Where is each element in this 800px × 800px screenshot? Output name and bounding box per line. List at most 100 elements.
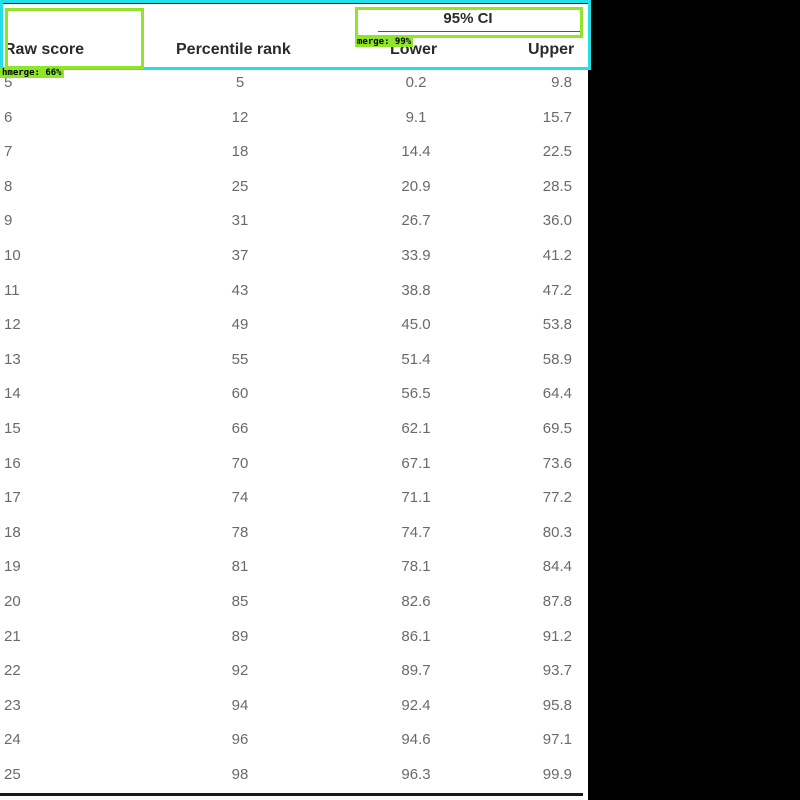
cell-lower: 0.2 — [405, 74, 427, 91]
table-row: 17 74 71.1 77.2 — [0, 488, 588, 523]
cell-percentile-rank: 94 — [231, 696, 249, 714]
cell-upper: 91.2 — [542, 627, 572, 645]
annotation-tag-ci-group: merge: 99% — [355, 37, 414, 47]
cell-upper: 47.2 — [542, 281, 572, 299]
cell-raw-score: 23 — [4, 696, 21, 714]
cell-upper: 95.8 — [542, 696, 572, 714]
table-bottom-rule — [0, 793, 583, 796]
cell-upper: 64.4 — [542, 385, 572, 403]
cell-raw-score: 17 — [4, 489, 21, 507]
cell-percentile-rank: 81 — [231, 558, 249, 576]
cell-lower: 14.4 — [401, 143, 431, 161]
table-row: 14 60 56.5 64.4 — [0, 384, 588, 419]
cell-upper: 15.7 — [542, 108, 572, 126]
ci-group-header: 95% CI — [443, 10, 493, 27]
table-row: 19 81 78.1 84.4 — [0, 557, 588, 592]
cell-raw-score: 11 — [4, 281, 20, 299]
cell-lower: 45.0 — [401, 316, 431, 334]
annotation-box-header — [0, 0, 591, 70]
cell-percentile-rank: 89 — [231, 627, 249, 645]
cell-percentile-rank: 25 — [231, 177, 249, 195]
cell-raw-score: 10 — [4, 246, 21, 264]
cell-percentile-rank: 5 — [235, 74, 245, 91]
cell-percentile-rank: 74 — [231, 489, 249, 507]
cell-raw-score: 6 — [4, 108, 13, 126]
cell-upper: 41.2 — [542, 246, 572, 264]
cell-upper: 99.9 — [542, 765, 572, 783]
cell-raw-score: 16 — [4, 454, 21, 472]
cell-upper: 77.2 — [542, 489, 572, 507]
table-row: 18 78 74.7 80.3 — [0, 523, 588, 558]
cell-lower: 56.5 — [401, 385, 431, 403]
cell-upper: 87.8 — [542, 592, 572, 610]
cell-lower: 26.7 — [401, 212, 431, 230]
cell-raw-score: 25 — [4, 765, 21, 783]
cell-upper: 58.9 — [542, 350, 572, 368]
cell-raw-score: 22 — [4, 662, 21, 680]
cell-upper: 69.5 — [542, 419, 572, 437]
cell-upper: 84.4 — [542, 558, 572, 576]
cell-percentile-rank: 98 — [231, 765, 249, 783]
cell-raw-score: 8 — [4, 177, 13, 195]
cell-lower: 51.4 — [401, 350, 431, 368]
cell-percentile-rank: 60 — [231, 385, 249, 403]
table-row: 7 18 14.4 22.5 — [0, 142, 588, 177]
cell-lower: 20.9 — [401, 177, 431, 195]
cell-upper: 22.5 — [542, 143, 572, 161]
document-page: 95% CI Raw score Percentile rank Lower U… — [0, 0, 588, 800]
cell-lower: 74.7 — [401, 523, 431, 541]
cell-lower: 67.1 — [401, 454, 431, 472]
table-row: 12 49 45.0 53.8 — [0, 315, 588, 350]
cell-raw-score: 7 — [4, 143, 13, 161]
cell-raw-score: 13 — [4, 350, 21, 368]
cell-raw-score: 20 — [4, 592, 21, 610]
cell-upper: 53.8 — [542, 316, 572, 334]
cell-upper: 93.7 — [542, 662, 572, 680]
cell-percentile-rank: 96 — [231, 731, 249, 749]
cell-lower: 71.1 — [401, 489, 431, 507]
table-row: 15 66 62.1 69.5 — [0, 419, 588, 454]
annotation-box-raw-score — [5, 8, 144, 69]
table-row: 22 92 89.7 93.7 — [0, 661, 588, 696]
table-row: 20 85 82.6 87.8 — [0, 592, 588, 627]
cell-percentile-rank: 18 — [231, 143, 249, 161]
table-row: 25 98 96.3 99.9 — [0, 765, 588, 800]
cell-lower: 78.1 — [401, 558, 431, 576]
cell-lower: 9.1 — [405, 108, 427, 126]
cell-raw-score: 15 — [4, 419, 21, 437]
cell-lower: 92.4 — [401, 696, 431, 714]
cell-raw-score: 14 — [4, 385, 21, 403]
column-header-percentile-rank: Percentile rank — [176, 41, 291, 58]
cell-percentile-rank: 70 — [231, 454, 249, 472]
cell-upper: 28.5 — [542, 177, 572, 195]
cell-lower: 94.6 — [401, 731, 431, 749]
table-row: 8 25 20.9 28.5 — [0, 177, 588, 212]
cell-lower: 86.1 — [401, 627, 431, 645]
table-top-rule — [0, 2, 588, 4]
cell-lower: 33.9 — [401, 246, 431, 264]
table-row: 11 43 38.8 47.2 — [0, 281, 588, 316]
table-body: 5 5 0.2 9.8 6 12 9.1 15.7 7 18 14.4 22.5 8 25 20.9 28.5… — [0, 73, 588, 799]
cell-upper: 9.8 — [551, 74, 572, 91]
ci-group-rule — [378, 31, 581, 32]
cell-lower: 62.1 — [401, 419, 431, 437]
cell-percentile-rank: 31 — [231, 212, 249, 230]
table-row: 23 94 92.4 95.8 — [0, 696, 588, 731]
cell-percentile-rank: 66 — [231, 419, 249, 437]
cell-percentile-rank: 37 — [231, 246, 249, 264]
cell-lower: 82.6 — [401, 592, 431, 610]
cell-upper: 80.3 — [542, 523, 572, 541]
cell-percentile-rank: 12 — [231, 108, 249, 126]
cell-upper: 36.0 — [542, 212, 572, 230]
table-row: 16 70 67.1 73.6 — [0, 454, 588, 489]
cell-raw-score: 18 — [4, 523, 21, 541]
cell-percentile-rank: 49 — [231, 316, 249, 334]
table-row: 24 96 94.6 97.1 — [0, 730, 588, 765]
cell-lower: 96.3 — [401, 765, 431, 783]
cell-percentile-rank: 55 — [231, 350, 249, 368]
column-header-raw-score: Raw score — [4, 41, 85, 58]
cell-upper: 73.6 — [542, 454, 572, 472]
table-row: 5 5 0.2 9.8 — [0, 73, 588, 108]
cell-lower: 38.8 — [401, 281, 431, 299]
column-header-upper: Upper — [528, 41, 575, 58]
